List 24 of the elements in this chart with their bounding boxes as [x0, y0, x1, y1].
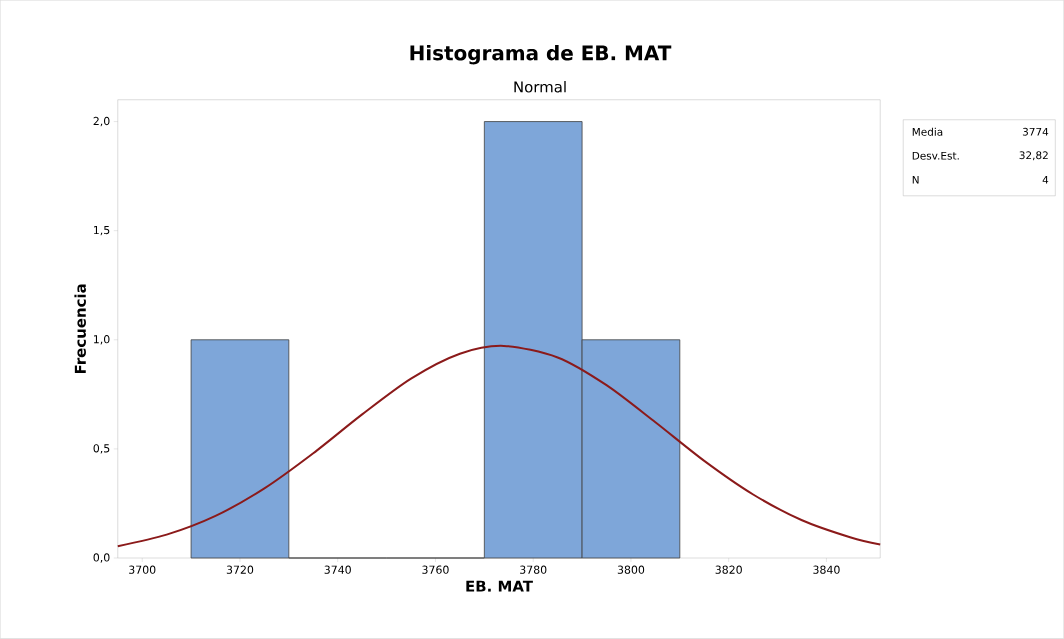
- text: 32,82: [1019, 151, 1048, 161]
- text: Desv.Est.: [912, 152, 959, 160]
- y-tick-label: 1,5: [94, 226, 110, 236]
- chart-subtitle: Normal: [514, 81, 566, 93]
- x-tick-label: 3800: [617, 565, 645, 574]
- x-tick-label: 3700: [129, 565, 156, 574]
- y-tick-label: 1,0: [94, 335, 110, 345]
- x-tick-label: 3780: [520, 565, 547, 574]
- x-tick-label: 3820: [715, 565, 742, 574]
- x-tick-label: 3840: [813, 565, 840, 574]
- y-axis-title: Frecuencia: [74, 284, 86, 374]
- text: N: [912, 176, 919, 184]
- chart-title: Histograma de EB. MAT: [410, 45, 672, 65]
- text: 4: [1042, 176, 1049, 184]
- y-tick-label: 0,5: [93, 444, 110, 454]
- x-axis-title: EB. MAT: [466, 580, 533, 592]
- text: Media: [912, 127, 943, 136]
- y-tick-label: 2,0: [93, 116, 110, 127]
- y-tick-label: 0,0: [93, 553, 110, 563]
- x-tick-label: 3760: [422, 565, 449, 574]
- x-tick-label: 3720: [226, 565, 254, 574]
- text: 3774: [1022, 127, 1049, 136]
- x-tick-label: 3740: [324, 565, 351, 574]
- line-series: [116, 345, 882, 548]
